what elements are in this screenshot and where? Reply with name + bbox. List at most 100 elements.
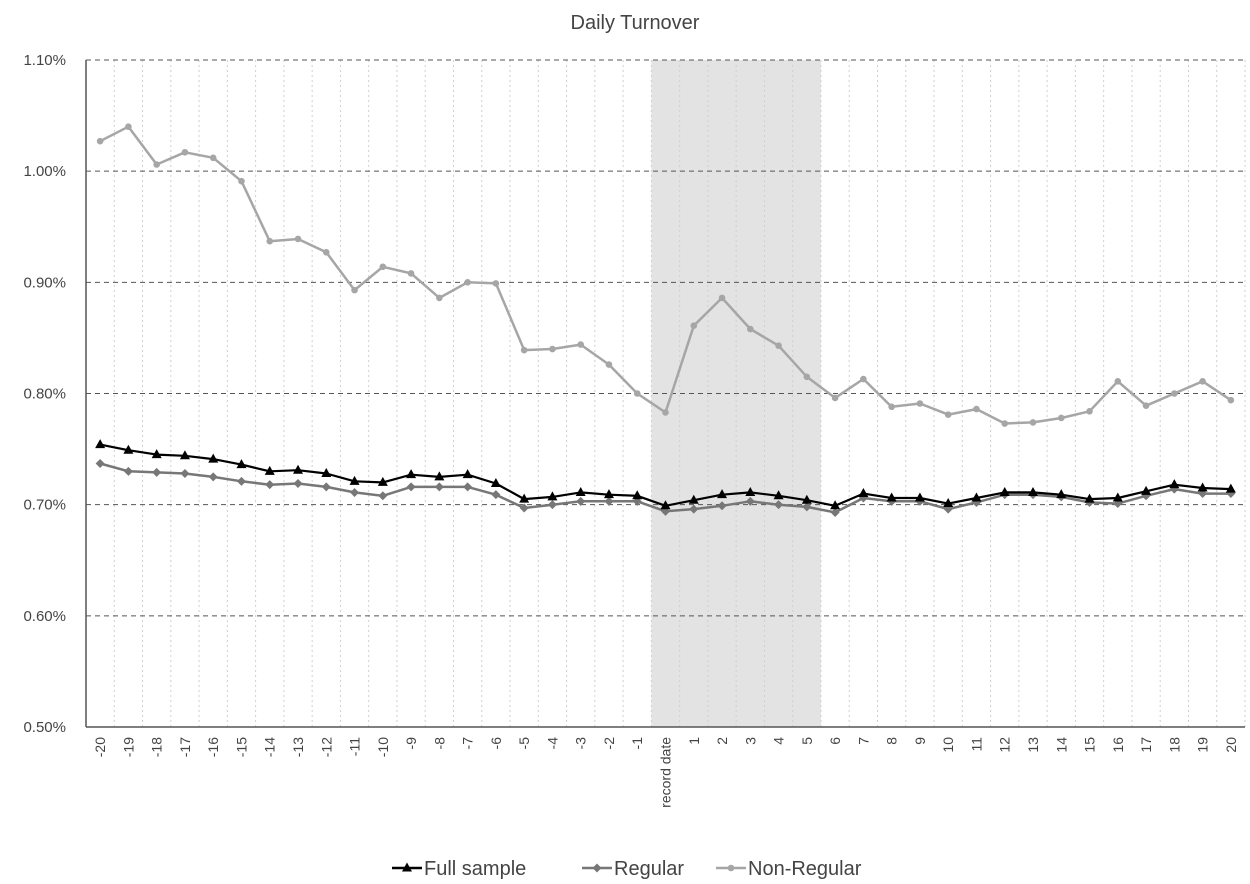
- data-point: [944, 411, 952, 418]
- data-point: [350, 487, 360, 497]
- x-tick-label: -12: [318, 737, 334, 757]
- x-tick-label: -11: [347, 737, 363, 756]
- data-point: [727, 864, 735, 872]
- data-point: [1027, 486, 1038, 496]
- data-point: [236, 459, 247, 469]
- data-point: [406, 482, 416, 492]
- x-tick-label: 18: [1166, 737, 1182, 753]
- x-tick-label: -6: [488, 737, 504, 750]
- x-tick-label: 8: [884, 737, 900, 745]
- data-point: [180, 469, 190, 479]
- data-point: [774, 500, 784, 510]
- y-tick-label: 1.00%: [23, 163, 66, 180]
- x-tick-label: 20: [1223, 737, 1239, 753]
- data-point: [775, 342, 782, 349]
- y-tick-label: 0.70%: [23, 497, 66, 514]
- data-point: [632, 490, 643, 500]
- data-point: [151, 449, 162, 459]
- x-tick-label: -18: [149, 737, 165, 757]
- y-tick-label: 0.90%: [23, 274, 66, 291]
- data-point: [266, 237, 274, 245]
- x-tick-label: 17: [1138, 737, 1154, 753]
- x-tick-label: 9: [912, 737, 928, 745]
- data-point: [916, 400, 924, 407]
- data-point: [717, 501, 727, 511]
- data-point: [745, 486, 756, 496]
- data-point: [803, 373, 811, 381]
- x-tick-label: 11: [968, 737, 984, 752]
- data-point: [402, 862, 412, 872]
- x-tick-label: -1: [629, 737, 645, 750]
- series-full-sample: [95, 439, 1236, 510]
- data-point: [1029, 419, 1037, 426]
- data-point: [888, 403, 895, 411]
- data-point: [576, 496, 586, 506]
- data-point: [322, 249, 330, 256]
- legend-entry-non-regular: Non-Regular: [716, 858, 862, 880]
- data-point: [1057, 414, 1065, 422]
- data-point: [1225, 483, 1236, 493]
- data-point: [592, 863, 602, 873]
- data-point: [773, 490, 784, 500]
- legend-entry-full-sample: Full sample: [392, 858, 526, 880]
- x-tick-label: -13: [290, 737, 306, 757]
- series-non-regular: [96, 123, 1235, 427]
- x-tick-label: 12: [997, 737, 1013, 753]
- legend-label: Regular: [614, 858, 684, 880]
- data-point: [547, 491, 558, 501]
- legend-label: Full sample: [424, 858, 526, 880]
- data-point: [436, 294, 443, 302]
- data-point: [519, 493, 530, 503]
- data-point: [1227, 396, 1235, 404]
- legend-label: Non-Regular: [748, 858, 862, 880]
- data-point: [999, 486, 1010, 496]
- data-point: [181, 148, 189, 156]
- data-point: [236, 476, 246, 486]
- x-tick-label: -2: [601, 737, 617, 750]
- x-tick-label: 7: [855, 737, 871, 745]
- x-tick-label: 2: [714, 737, 730, 745]
- data-point: [1056, 489, 1067, 499]
- x-tick-label: 16: [1110, 737, 1126, 753]
- data-point: [490, 478, 501, 488]
- data-point: [801, 494, 812, 504]
- data-point: [575, 486, 586, 496]
- data-point: [689, 504, 699, 514]
- data-point: [491, 490, 501, 500]
- data-point: [351, 286, 358, 294]
- data-point: [379, 263, 387, 271]
- data-point: [633, 390, 641, 397]
- data-point: [973, 405, 980, 413]
- data-point: [688, 494, 699, 504]
- data-point: [434, 482, 444, 492]
- x-tick-label: -7: [460, 737, 476, 750]
- x-tick-label: -17: [177, 737, 193, 757]
- data-point: [1142, 402, 1150, 410]
- data-point: [662, 409, 669, 416]
- data-point: [831, 394, 839, 402]
- data-point: [830, 507, 840, 517]
- data-point: [264, 465, 275, 475]
- data-point: [153, 161, 160, 168]
- data-point: [603, 489, 614, 499]
- x-tick-label: -20: [92, 737, 108, 757]
- data-point: [463, 482, 473, 492]
- x-tick-label: -15: [233, 737, 249, 757]
- data-point: [1086, 407, 1093, 415]
- data-point: [690, 322, 698, 329]
- data-point: [943, 498, 954, 508]
- data-point: [96, 137, 104, 145]
- data-point: [1171, 390, 1178, 397]
- data-point: [520, 346, 528, 354]
- data-point: [717, 489, 728, 499]
- x-tick-label: -4: [544, 737, 560, 750]
- data-point: [519, 503, 529, 513]
- data-point: [123, 466, 133, 476]
- data-point: [434, 471, 445, 481]
- data-point: [293, 464, 304, 474]
- y-tick-label: 0.50%: [23, 719, 66, 736]
- data-point: [547, 500, 557, 510]
- data-point: [209, 154, 217, 162]
- data-point: [605, 361, 613, 368]
